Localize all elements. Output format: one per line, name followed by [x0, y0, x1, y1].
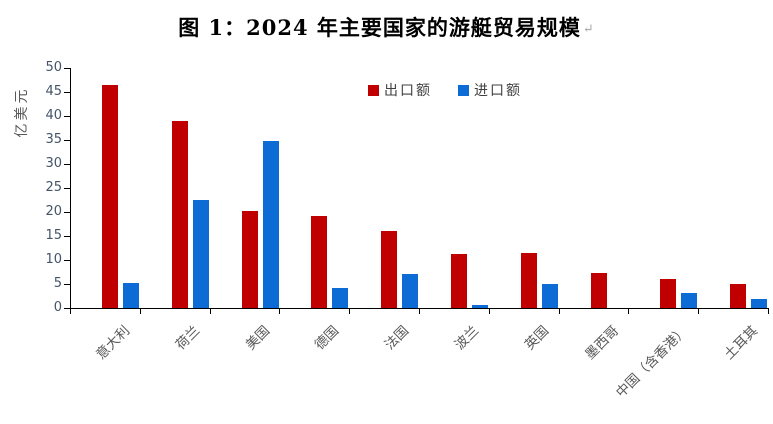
x-category-label: 德国: [312, 322, 343, 354]
bar-进口额-1: [192, 199, 209, 308]
y-tick-mark: [64, 68, 70, 69]
bar-进口额-2: [262, 140, 279, 308]
x-category-label: 意大利: [93, 322, 134, 363]
bar-出口额-2: [241, 210, 258, 308]
bar-进口额-3: [332, 287, 349, 308]
y-tick-mark: [64, 140, 70, 141]
legend-swatch-icon: [458, 84, 469, 96]
y-tick-label: 45: [45, 84, 62, 99]
y-tick-mark: [64, 308, 70, 309]
bar-进口额-8: [681, 292, 698, 308]
legend: 出口额 进口额: [368, 80, 522, 100]
legend-label: 出口额: [384, 83, 432, 99]
x-tick-mark: [488, 308, 490, 314]
chart-title: 图 1：2024 年主要国家的游艇贸易规模 ↵: [0, 12, 773, 42]
x-tick-mark: [349, 308, 351, 314]
x-category-label: 美国: [242, 322, 273, 354]
paragraph-mark: ↵: [582, 22, 595, 37]
bar-出口额-8: [660, 278, 677, 308]
legend-label: 进口额: [474, 83, 522, 99]
chart-title-text: 图 1：2024 年主要国家的游艇贸易规模: [178, 15, 581, 40]
x-category-label: 墨西哥: [581, 322, 622, 363]
x-tick-mark: [558, 308, 560, 314]
legend-item-进口额: 进口额: [458, 80, 522, 100]
x-tick-mark: [698, 308, 700, 314]
legend-swatch-icon: [368, 84, 379, 96]
y-tick-mark: [64, 188, 70, 189]
y-tick-mark: [64, 212, 70, 213]
bar-出口额-1: [171, 120, 188, 308]
bar-进口额-0: [123, 282, 139, 308]
y-tick-label: 5: [53, 276, 62, 291]
x-tick-mark: [768, 308, 769, 314]
x-category-label: 土耳其: [721, 322, 762, 363]
bar-进口额-9: [751, 299, 768, 308]
x-category-label: 荷兰: [172, 322, 203, 354]
y-tick-label: 15: [45, 228, 62, 243]
bar-进口额-4: [402, 273, 419, 308]
y-tick-mark: [64, 236, 70, 237]
x-tick-mark: [279, 308, 281, 314]
x-tick-mark: [419, 308, 420, 314]
x-category-label: 中国（含香港）: [613, 322, 692, 401]
y-tick-label: 10: [45, 252, 62, 267]
legend-item-出口额: 出口额: [368, 80, 432, 100]
bar-出口额-6: [520, 253, 537, 308]
bar-进口额-5: [472, 304, 488, 308]
y-tick-mark: [64, 164, 70, 165]
bar-出口额-5: [451, 253, 467, 308]
bar-出口额-4: [381, 230, 398, 308]
y-tick-mark: [64, 92, 70, 93]
y-tick-label: 0: [53, 300, 62, 315]
y-tick-mark: [64, 116, 70, 117]
y-tick-label: 35: [45, 132, 62, 147]
y-tick-label: 20: [45, 204, 62, 219]
y-tick-label: 25: [45, 180, 62, 195]
bar-出口额-3: [311, 215, 328, 308]
x-tick-mark: [139, 308, 141, 314]
y-tick-mark: [64, 284, 70, 285]
x-tick-mark: [70, 308, 71, 314]
bar-出口额-0: [102, 84, 118, 308]
x-category-label: 波兰: [451, 322, 483, 354]
x-tick-mark: [628, 308, 630, 314]
bar-出口额-9: [730, 284, 747, 308]
x-category-label: 英国: [521, 322, 552, 354]
y-tick-label: 50: [45, 60, 62, 75]
bar-出口额-7: [590, 273, 607, 308]
y-tick-mark: [64, 260, 70, 261]
x-category-label: 法国: [381, 322, 413, 354]
y-tick-label: 30: [45, 156, 62, 171]
x-tick-mark: [209, 308, 211, 314]
y-tick-label: 40: [45, 108, 62, 123]
bar-进口额-6: [541, 283, 558, 308]
plot-area: [70, 68, 769, 309]
